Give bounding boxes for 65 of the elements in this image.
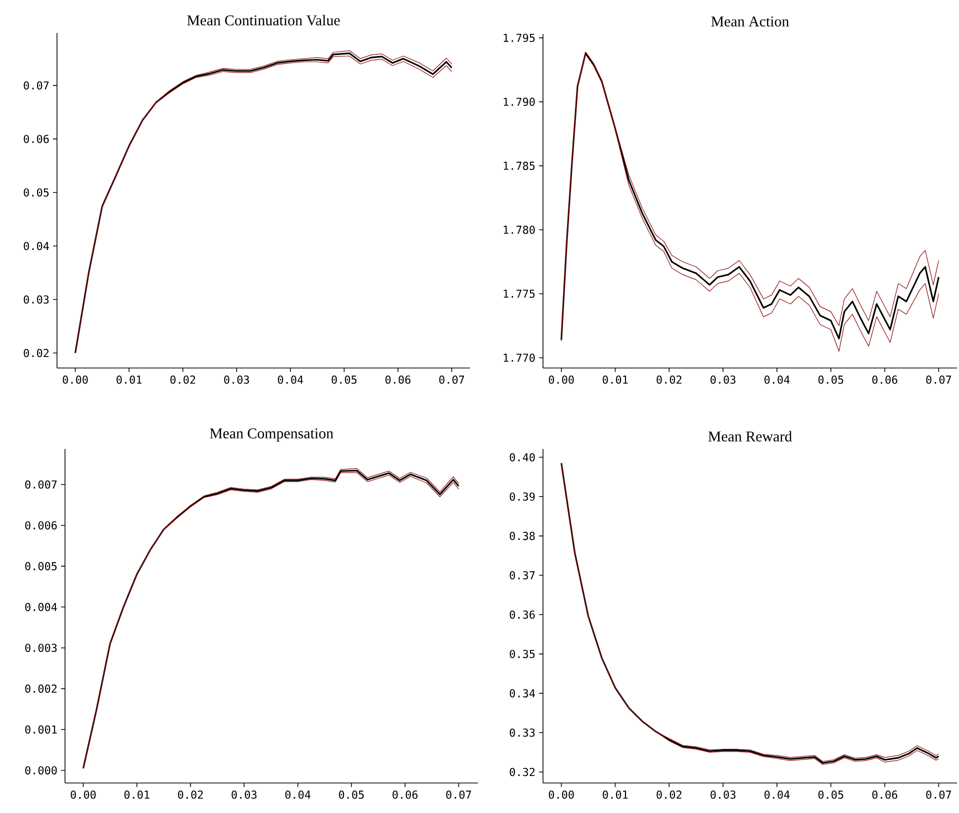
x-tick-label: 0.03 <box>224 376 249 384</box>
x-tick-label: 0.00 <box>548 376 574 384</box>
x-tick-label: 0.01 <box>124 790 150 799</box>
y-tick-label: 0.006 <box>25 521 57 530</box>
x-tick-label: 0.05 <box>818 790 844 799</box>
x-tick-label: 0.01 <box>602 376 628 384</box>
y-tick-label: 0.05 <box>24 188 49 197</box>
x-tick-label: 0.00 <box>70 790 96 799</box>
x-tick-label: 0.07 <box>926 790 952 799</box>
x-tick-label: 0.06 <box>872 376 898 384</box>
chart-title: Mean Continuation Value <box>187 14 340 26</box>
x-tick-label: 0.04 <box>278 376 304 384</box>
y-tick-label: 0.000 <box>25 766 57 774</box>
y-tick-label: 0.07 <box>24 81 49 90</box>
y-tick-label: 1.785 <box>504 162 535 170</box>
y-tick-label: 0.004 <box>25 602 57 612</box>
x-tick-label: 0.00 <box>548 790 574 799</box>
y-tick-label: 1.795 <box>504 34 535 42</box>
y-tick-label: 0.005 <box>25 562 57 570</box>
chart-title: Mean Action <box>711 16 789 26</box>
x-tick-label: 0.00 <box>62 376 88 384</box>
x-tick-label: 0.07 <box>446 790 472 799</box>
x-tick-label: 0.06 <box>872 790 898 799</box>
y-tick-label: 0.06 <box>24 134 49 144</box>
x-tick-label: 0.02 <box>170 376 196 384</box>
x-tick-label: 0.01 <box>602 790 628 799</box>
x-tick-label: 0.05 <box>818 376 844 384</box>
y-tick-label: 0.38 <box>510 532 535 540</box>
y-tick-label: 0.35 <box>510 650 535 658</box>
y-tick-label: 1.770 <box>504 354 535 362</box>
x-tick-label: 0.02 <box>656 376 682 384</box>
x-tick-label: 0.03 <box>710 790 736 799</box>
x-tick-label: 0.07 <box>926 376 952 384</box>
chart-title: Mean Reward <box>708 430 792 442</box>
y-tick-label: 0.003 <box>25 644 57 652</box>
y-tick-label: 1.775 <box>504 290 535 298</box>
y-tick-label: 0.04 <box>24 242 49 250</box>
y-tick-label: 0.37 <box>510 571 535 580</box>
y-tick-label: 0.40 <box>510 453 535 462</box>
x-tick-label: 0.07 <box>439 376 464 384</box>
y-tick-label: 0.34 <box>510 689 535 698</box>
x-tick-label: 0.04 <box>764 790 790 799</box>
x-tick-label: 0.03 <box>232 790 257 799</box>
x-tick-label: 0.02 <box>656 790 682 799</box>
y-tick-label: 0.36 <box>510 610 535 619</box>
x-tick-label: 0.03 <box>710 376 736 384</box>
y-tick-label: 0.02 <box>24 348 49 358</box>
x-tick-label: 0.01 <box>116 376 142 384</box>
y-tick-label: 1.790 <box>504 98 535 106</box>
y-tick-label: 0.001 <box>25 725 57 734</box>
y-tick-label: 0.03 <box>24 295 49 304</box>
x-tick-label: 0.06 <box>385 376 410 384</box>
y-tick-label: 0.007 <box>25 480 57 489</box>
y-tick-label: 0.002 <box>25 684 57 693</box>
x-tick-label: 0.04 <box>285 790 310 799</box>
chart-title: Mean Compensation <box>210 428 334 442</box>
y-tick-label: 1.780 <box>504 226 535 234</box>
y-tick-label: 0.32 <box>510 768 535 776</box>
x-tick-label: 0.02 <box>178 790 203 799</box>
y-tick-label: 0.39 <box>510 492 535 501</box>
y-tick-label: 0.33 <box>510 728 535 737</box>
x-tick-label: 0.04 <box>764 376 790 384</box>
x-tick-label: 0.05 <box>332 376 356 384</box>
x-tick-label: 0.05 <box>338 790 364 799</box>
x-tick-label: 0.06 <box>392 790 418 799</box>
